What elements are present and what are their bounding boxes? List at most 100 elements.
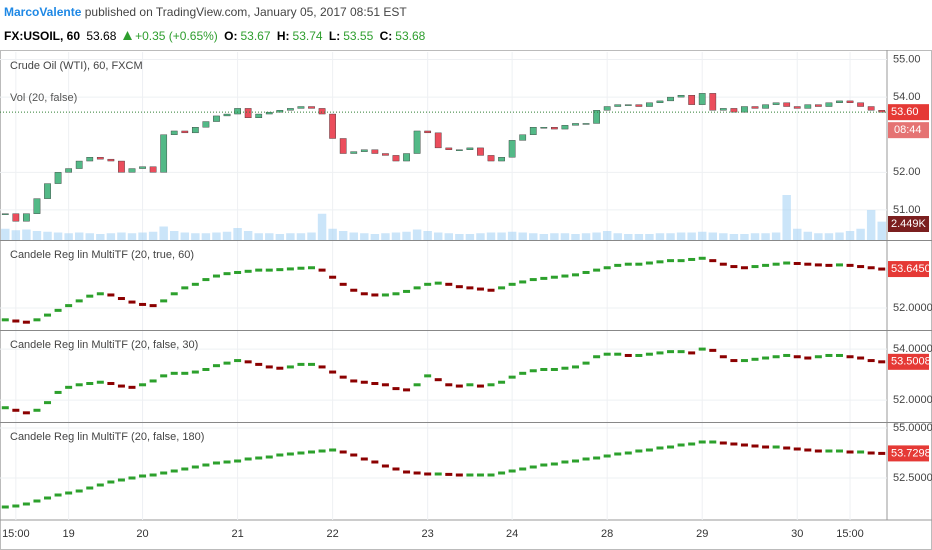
- marker: [614, 352, 622, 356]
- marker: [86, 382, 94, 386]
- marker: [424, 472, 432, 476]
- candle: [698, 93, 706, 105]
- volume-bar: [455, 234, 464, 240]
- marker: [719, 441, 727, 445]
- marker: [297, 362, 305, 366]
- marker: [645, 352, 653, 356]
- volume-bar: [328, 228, 337, 240]
- marker: [86, 486, 94, 490]
- marker: [529, 278, 537, 282]
- marker: [772, 355, 780, 359]
- marker: [508, 375, 516, 379]
- volume-bar: [856, 228, 865, 240]
- candle: [825, 102, 833, 107]
- candle: [223, 113, 231, 117]
- marker: [96, 483, 104, 487]
- candle: [656, 100, 664, 103]
- price-tag-label: 53.60: [891, 106, 919, 118]
- volume-bar: [317, 213, 327, 240]
- marker: [286, 365, 294, 369]
- marker: [339, 375, 347, 379]
- marker: [381, 293, 389, 297]
- volume-bar: [349, 232, 358, 240]
- author[interactable]: MarcoValente: [4, 5, 82, 19]
- candle: [149, 166, 157, 173]
- marker: [614, 452, 622, 456]
- candle: [213, 115, 220, 122]
- marker: [54, 493, 62, 497]
- marker: [318, 449, 326, 453]
- candle: [413, 130, 421, 154]
- candle: [783, 102, 791, 107]
- volume-bar: [444, 233, 454, 240]
- marker: [371, 460, 379, 464]
- marker: [603, 352, 611, 356]
- x-tick-label: 23: [422, 528, 434, 540]
- marker: [44, 496, 52, 500]
- marker: [107, 480, 115, 484]
- volume-bar: [53, 232, 63, 240]
- candle: [582, 123, 590, 125]
- marker: [867, 451, 875, 455]
- marker: [170, 292, 178, 296]
- marker: [308, 266, 316, 270]
- volume-bar: [750, 233, 760, 240]
- marker: [540, 367, 548, 371]
- price-tag: [888, 353, 929, 370]
- candle: [561, 125, 569, 130]
- candle: [635, 104, 643, 107]
- candle: [624, 104, 632, 106]
- ohlc-value: 53.74: [292, 29, 323, 43]
- marker: [65, 304, 73, 308]
- legend-line: FX:USOIL, 60 53.68 +0.35 (+0.65%) O: 53.6…: [4, 29, 428, 43]
- marker: [476, 473, 484, 477]
- volume-bar: [180, 232, 190, 240]
- marker: [698, 440, 706, 444]
- marker: [44, 313, 52, 317]
- x-tick-label: 29: [696, 528, 708, 540]
- marker: [508, 469, 516, 473]
- marker: [804, 356, 812, 360]
- candle: [160, 134, 168, 173]
- marker: [434, 281, 442, 285]
- marker: [139, 383, 147, 387]
- marker: [212, 364, 220, 368]
- marker: [413, 471, 421, 475]
- volume-bar: [518, 232, 527, 240]
- marker: [857, 265, 865, 269]
- candle: [371, 149, 379, 154]
- volume-bar: [159, 226, 168, 240]
- marker: [1, 406, 9, 410]
- marker: [550, 275, 558, 279]
- marker: [624, 451, 632, 455]
- volume-bar: [550, 233, 559, 240]
- marker: [329, 275, 337, 279]
- marker: [286, 452, 294, 456]
- marker: [635, 449, 643, 453]
- marker: [212, 461, 220, 465]
- volume-bar: [402, 231, 411, 240]
- marker: [751, 265, 759, 269]
- marker: [170, 469, 178, 473]
- y-tick-label: 52.0000: [893, 394, 932, 406]
- y-tick-label: 52.0000: [893, 302, 932, 314]
- marker: [561, 460, 569, 464]
- marker: [265, 365, 273, 369]
- marker: [329, 370, 337, 374]
- candle: [529, 126, 537, 135]
- marker: [65, 385, 73, 389]
- marker: [624, 353, 632, 357]
- marker: [371, 382, 379, 386]
- marker: [846, 263, 854, 267]
- ohlc-label: C:: [379, 29, 393, 43]
- x-tick-label: 22: [327, 528, 339, 540]
- volume-bar: [666, 233, 675, 240]
- marker: [223, 361, 231, 365]
- candle: [244, 108, 252, 119]
- marker: [1, 505, 9, 509]
- volume-bar: [64, 233, 73, 240]
- candle: [614, 104, 622, 107]
- marker: [593, 268, 601, 272]
- marker: [878, 267, 886, 271]
- marker: [498, 471, 506, 475]
